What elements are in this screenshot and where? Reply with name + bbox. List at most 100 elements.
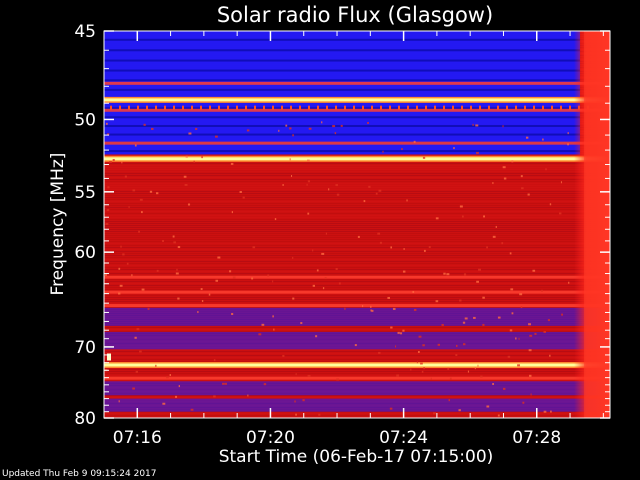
speckle (392, 307, 396, 310)
speckle (560, 181, 562, 184)
speckle (509, 252, 512, 255)
speckle (118, 400, 120, 403)
speckle (433, 412, 436, 415)
texture-row (104, 329, 610, 330)
speckle (492, 235, 496, 238)
texture-row (104, 177, 610, 178)
texture-row (104, 327, 610, 328)
rfi-dash (146, 105, 148, 110)
speckle (258, 333, 262, 336)
texture-row (104, 303, 610, 304)
texture-row (104, 361, 610, 362)
y-tick-label: 55 (74, 183, 96, 203)
texture-row (104, 211, 610, 212)
speckle (289, 127, 292, 130)
rfi-dash (488, 105, 490, 110)
speckle (545, 168, 547, 171)
speckle (328, 188, 330, 191)
speckle (336, 378, 339, 381)
speckle (541, 289, 543, 292)
rfi-dash (452, 105, 454, 110)
rfi-dash (119, 105, 121, 110)
y-tick-label: 80 (74, 409, 96, 429)
texture-row (104, 165, 610, 166)
rfi-dash (434, 105, 436, 110)
speckle (497, 414, 500, 417)
speckle (441, 323, 444, 326)
speckle (131, 274, 133, 277)
speckle (338, 282, 341, 285)
speckle (396, 374, 399, 377)
texture-row (104, 201, 610, 202)
speckle (134, 144, 137, 147)
speckle (476, 280, 479, 283)
texture-row (104, 223, 610, 224)
texture-row (104, 245, 610, 246)
speckle (417, 350, 420, 353)
texture-row (104, 353, 610, 354)
speckle (295, 413, 297, 416)
speckle (446, 273, 450, 276)
texture-row (104, 155, 610, 156)
speckle (229, 270, 232, 273)
speckle (135, 370, 138, 373)
texture-row (104, 213, 610, 214)
plot-frame (103, 30, 611, 419)
speckle (423, 367, 425, 370)
speckle (252, 246, 256, 249)
texture-row (104, 261, 610, 262)
speckle (242, 196, 245, 199)
speckle (413, 308, 417, 311)
speckle (476, 151, 479, 154)
x-tick-label: 07:20 (246, 428, 295, 448)
speckle (185, 155, 188, 158)
rfi-dash (398, 105, 400, 110)
speckle (177, 246, 181, 249)
speckle (332, 125, 336, 128)
speckle (528, 323, 531, 326)
rfi-dash (389, 105, 391, 110)
speckle (300, 322, 303, 325)
speckle (136, 328, 140, 331)
speckle (156, 269, 159, 272)
speckle (443, 272, 446, 275)
speckle (272, 315, 274, 318)
speckle (542, 138, 544, 141)
y-tick-label: 50 (74, 110, 96, 130)
texture-row (104, 281, 610, 282)
texture-row (104, 241, 610, 242)
speckle (128, 206, 130, 209)
speckle (190, 408, 194, 411)
texture-row (104, 163, 610, 164)
rfi-line (104, 275, 610, 279)
speckle (222, 382, 225, 385)
speckle (178, 385, 180, 388)
texture-row (104, 191, 610, 192)
speckle (390, 246, 393, 249)
speckle (370, 309, 372, 312)
rfi-dash (155, 105, 157, 110)
speckle (462, 321, 466, 324)
texture-row (104, 221, 610, 222)
rfi-dash (515, 105, 517, 110)
speckle (543, 410, 547, 413)
speckle (141, 211, 143, 214)
speckle (214, 135, 218, 138)
texture-row (104, 217, 610, 218)
speckle (200, 288, 203, 291)
speckle (472, 123, 474, 126)
speckle (213, 395, 216, 398)
texture-row (104, 285, 610, 286)
rfi-dash (281, 105, 283, 110)
texture-row (104, 255, 610, 256)
speckle (421, 370, 424, 373)
speckle (410, 368, 412, 371)
rfi-dash (164, 105, 166, 110)
speckle (106, 133, 110, 136)
texture-row (104, 331, 610, 332)
speckle (390, 326, 393, 329)
speckle (344, 307, 346, 310)
updated-timestamp: Updated Thu Feb 9 09:15:24 2017 (2, 469, 157, 479)
speckle (453, 147, 455, 150)
speckle (549, 354, 551, 357)
